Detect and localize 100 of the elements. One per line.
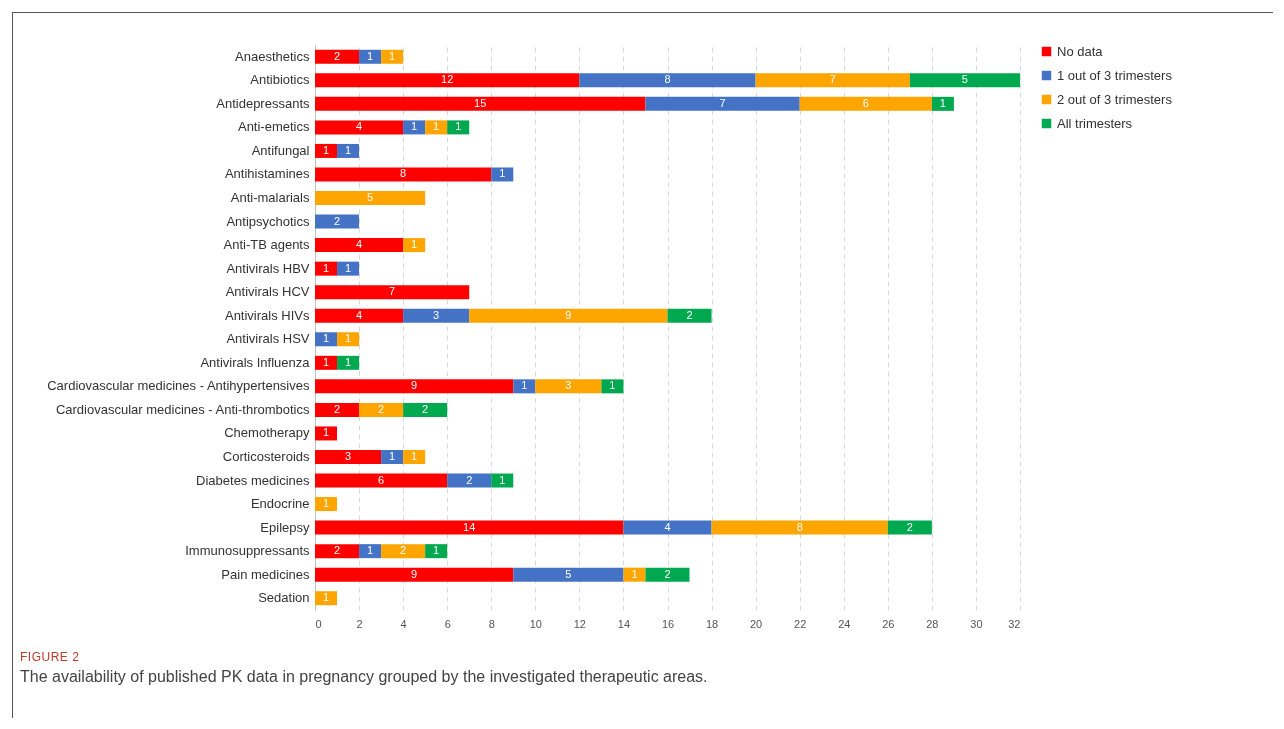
bar: [425, 120, 448, 135]
y-tick-label: Antihistamines: [224, 166, 310, 182]
y-tick-label: Antivirals HCV: [225, 284, 310, 300]
bar: [315, 355, 338, 370]
y-tick-label: Pain medicines: [221, 566, 310, 582]
bar: [315, 497, 338, 512]
bar: [403, 238, 426, 253]
bar: [447, 120, 470, 135]
x-tick-label: 24: [838, 617, 851, 630]
bar: [513, 379, 536, 394]
y-tick-label: Anti-malarials: [230, 190, 310, 206]
bar: [315, 49, 360, 64]
y-tick-label: Antidepressants: [216, 95, 310, 111]
data-label: 3: [344, 449, 352, 462]
y-tick-label: Antifungal: [251, 142, 310, 158]
bar: [447, 473, 492, 488]
data-label: 15: [474, 96, 487, 109]
bar: [381, 544, 426, 559]
bar: [315, 402, 360, 417]
bar: [403, 308, 470, 323]
x-tick-label: 26: [882, 617, 895, 630]
data-label: 2: [686, 308, 693, 321]
data-label: 4: [356, 308, 363, 321]
data-label: 1: [521, 379, 528, 392]
data-label: 1: [455, 120, 462, 133]
data-label: 14: [463, 520, 476, 533]
y-tick-label: Chemotherapy: [224, 425, 310, 441]
bar: [315, 238, 404, 253]
bar: [623, 567, 646, 582]
bar: [315, 167, 492, 182]
y-tick-label: Endocrine: [250, 496, 310, 512]
data-label: 2: [906, 520, 913, 533]
data-label: 3: [565, 379, 572, 392]
data-label: 2: [422, 402, 429, 415]
bar: [337, 143, 360, 158]
bar: [425, 544, 448, 559]
legend-label: 2 out of 3 trimesters: [1057, 91, 1173, 107]
x-tick-label: 20: [750, 617, 763, 630]
data-label: 1: [411, 449, 418, 462]
y-tick-label: Antivirals HIVs: [224, 307, 310, 323]
bar: [381, 449, 404, 464]
bar: [667, 308, 712, 323]
data-label: 1: [322, 355, 330, 368]
data-label: 1: [389, 449, 396, 462]
bar: [645, 96, 800, 111]
legend-label: No data: [1057, 43, 1104, 59]
data-label: 1: [367, 49, 374, 62]
bar: [337, 355, 360, 370]
y-tick-label: Antipsychotics: [226, 213, 310, 229]
data-label: 1: [322, 591, 330, 604]
bar: [315, 591, 338, 606]
x-tick-label: 32: [1008, 617, 1021, 630]
y-tick-label: Anti-emetics: [237, 119, 310, 135]
data-label: 5: [367, 191, 374, 204]
bar: [315, 143, 338, 158]
y-tick-label: Corticosteroids: [222, 448, 310, 464]
data-label: 6: [862, 96, 869, 109]
data-label: 1: [367, 544, 374, 557]
data-label: 2: [466, 473, 473, 486]
data-label: 6: [378, 473, 385, 486]
y-tick-label: Anti-TB agents: [223, 237, 310, 253]
bar: [469, 308, 668, 323]
data-label: 1: [433, 544, 440, 557]
data-label: 1: [322, 426, 330, 439]
data-label: 8: [796, 520, 803, 533]
x-tick-label: 6: [444, 617, 451, 630]
data-label: 9: [411, 379, 418, 392]
y-tick-label: Diabetes medicines: [196, 472, 310, 488]
bar: [359, 49, 382, 64]
bar: [799, 96, 932, 111]
data-label: 2: [333, 49, 341, 62]
data-label: 1: [344, 332, 352, 345]
data-label: 2: [333, 402, 341, 415]
bar: [359, 402, 404, 417]
bar: [887, 520, 932, 535]
data-label: 4: [356, 120, 363, 133]
bar: [579, 73, 756, 88]
text: The availability of published PK data in pregnancy grouped by the investigated therapeutic areas.: [20, 668, 708, 686]
data-label: 2: [333, 544, 341, 557]
bar: [315, 544, 360, 559]
caption: FIGURE 2: [20, 650, 81, 664]
x-tick-label: 10: [529, 617, 542, 630]
bar: [315, 261, 338, 276]
bar: [909, 73, 1020, 88]
bar: [315, 332, 338, 347]
bar: [711, 520, 888, 535]
x-tick-label: 14: [617, 617, 631, 630]
y-tick-label: Sedation: [258, 590, 310, 606]
data-label: 3: [433, 308, 440, 321]
bar: [645, 567, 690, 582]
data-label: 1: [411, 120, 418, 133]
data-label: 1: [322, 497, 330, 510]
x-tick-label: 18: [705, 617, 719, 630]
x-tick-label: 16: [661, 617, 675, 630]
data-label: 1: [322, 261, 330, 274]
data-label: 1: [631, 567, 638, 580]
x-tick-label: 30: [970, 617, 983, 630]
bar: [315, 191, 426, 206]
x-tick-label: 0: [315, 617, 322, 630]
x-tick-label: 22: [794, 617, 807, 630]
